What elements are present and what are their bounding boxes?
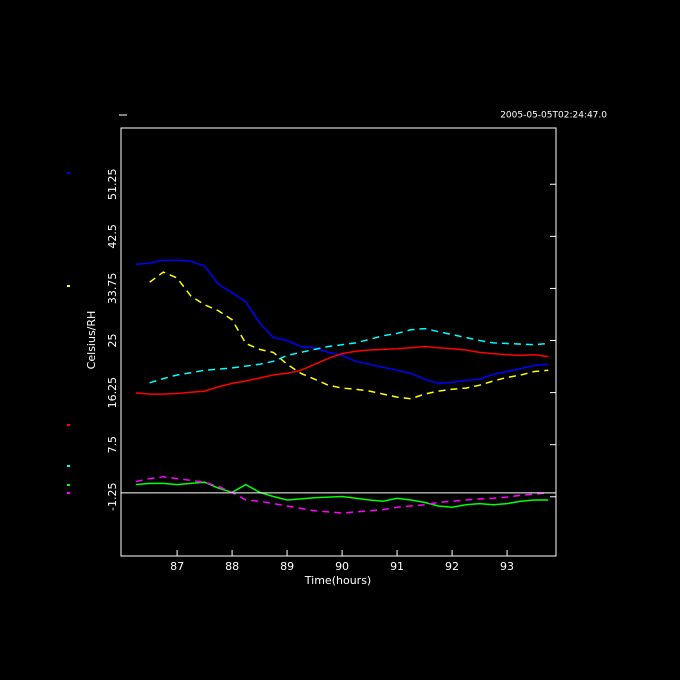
y-tick-label: -1.25 — [106, 483, 119, 511]
legend-swatch — [67, 484, 70, 486]
y-axis-label: Celsius/RH — [85, 311, 98, 370]
x-tick-label: 90 — [335, 560, 349, 573]
series-line — [149, 327, 549, 384]
series-line — [135, 345, 549, 395]
x-tick-label: 88 — [225, 560, 239, 573]
y-tick-label: 33.75 — [106, 273, 119, 305]
legend-swatch — [67, 172, 70, 174]
y-tick-label: 25 — [106, 334, 119, 348]
legend-swatch — [67, 492, 70, 494]
series-line — [135, 476, 549, 514]
x-tick-label: 91 — [390, 560, 404, 573]
x-tick-label: 92 — [445, 560, 459, 573]
series-line — [135, 259, 549, 385]
y-tick-label: 51.25 — [106, 169, 119, 201]
chart-title: 2005-05-05T02:24:47.0 — [500, 111, 607, 121]
series-line — [149, 271, 549, 400]
x-tick-label: 87 — [170, 560, 184, 573]
plot-frame — [120, 127, 557, 557]
x-tick-label: 89 — [280, 560, 294, 573]
series-line — [135, 481, 549, 508]
x-tick-label: 93 — [500, 560, 514, 573]
legend-swatch — [67, 465, 70, 467]
x-axis-label: Time(hours) — [304, 574, 371, 587]
y-tick-label: 16.25 — [106, 377, 119, 409]
y-tick-label: 7.5 — [106, 436, 119, 454]
legend-swatch — [67, 424, 70, 426]
legend-swatch — [67, 285, 70, 287]
y-tick-label: 42.5 — [106, 224, 119, 249]
